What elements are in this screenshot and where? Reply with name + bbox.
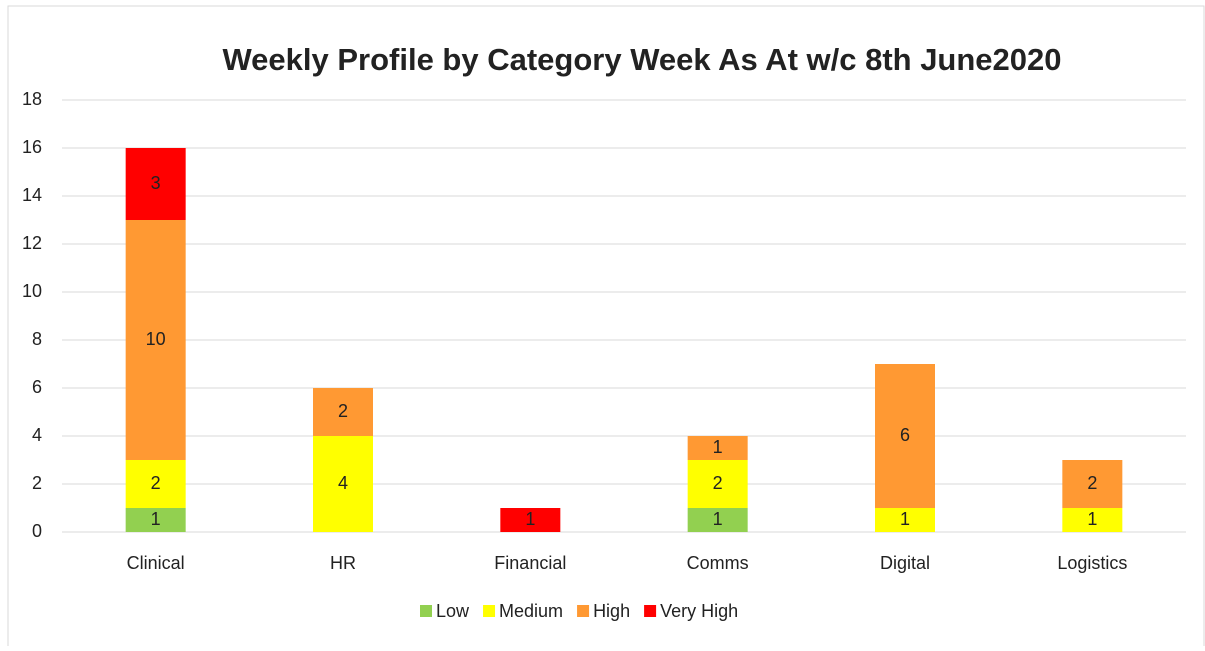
bar-segment	[687, 460, 748, 508]
x-tick-label: Comms	[687, 553, 749, 573]
bar-segment	[125, 148, 186, 220]
data-label: 3	[151, 173, 161, 193]
data-label: 1	[525, 509, 535, 529]
y-tick-label: 2	[32, 473, 42, 493]
bar-segment	[313, 388, 373, 436]
x-tick-label: Digital	[880, 553, 930, 573]
x-tick-label: Logistics	[1057, 553, 1127, 573]
y-tick-label: 14	[22, 185, 42, 205]
data-label: 10	[146, 329, 166, 349]
bar-segment	[875, 508, 935, 532]
legend-swatch	[420, 605, 432, 617]
bar-segment	[875, 364, 935, 508]
legend-label: Medium	[499, 601, 563, 621]
y-tick-label: 0	[32, 521, 42, 541]
x-tick-label: HR	[330, 553, 356, 573]
y-tick-label: 16	[22, 137, 42, 157]
legend-swatch	[644, 605, 657, 617]
data-label: 6	[900, 425, 910, 445]
legend-swatch	[577, 605, 590, 617]
chart-title: Weekly Profile by Category Week As At w/…	[222, 42, 1061, 77]
legend-label: High	[593, 601, 630, 621]
data-label: 1	[1087, 509, 1097, 529]
x-tick-label: Financial	[494, 553, 566, 573]
legend-swatch	[483, 605, 496, 617]
y-tick-label: 6	[32, 377, 42, 397]
bar-segment	[125, 508, 186, 532]
data-label: 1	[151, 509, 161, 529]
y-tick-label: 12	[22, 233, 42, 253]
data-label: 2	[1087, 473, 1097, 493]
bar-segment	[687, 436, 748, 460]
data-label: 1	[900, 509, 910, 529]
y-tick-label: 18	[22, 89, 42, 109]
bar-segment	[687, 508, 748, 532]
x-tick-label: Clinical	[127, 553, 185, 573]
data-label: 2	[151, 473, 161, 493]
legend-label: Very High	[660, 601, 738, 621]
bar-segment	[500, 508, 561, 532]
y-tick-label: 8	[32, 329, 42, 349]
y-tick-label: 4	[32, 425, 42, 445]
data-label: 1	[713, 437, 723, 457]
data-label: 4	[338, 473, 348, 493]
data-label: 2	[338, 401, 348, 421]
bar-segment	[1062, 460, 1123, 508]
bar-segment	[125, 220, 186, 460]
bar-segment	[125, 460, 186, 508]
y-tick-label: 10	[22, 281, 42, 301]
bar-segment	[1062, 508, 1123, 532]
legend-label: Low	[436, 601, 470, 621]
data-label: 2	[713, 473, 723, 493]
data-label: 1	[713, 509, 723, 529]
chart-border	[7, 5, 1205, 651]
bar-segment	[313, 436, 373, 532]
